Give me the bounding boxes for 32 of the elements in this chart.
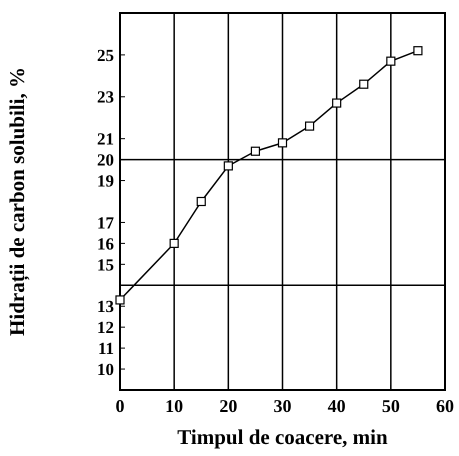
point: [170, 238, 179, 248]
y-tick-label: 25: [97, 46, 114, 65]
y-tick-label: 12: [97, 318, 114, 338]
y-tick-label: 23: [97, 88, 114, 107]
point: [250, 146, 260, 156]
x-tick-label: 10: [165, 396, 184, 416]
x-tick-label: 40: [328, 396, 346, 416]
point: [386, 56, 396, 66]
y-tick-label: 13: [97, 297, 114, 316]
y-axis-title: Hidrații de carbon solubili, %: [5, 67, 30, 336]
y-tick-label: 10: [97, 360, 114, 380]
y-tick-label: 16: [97, 234, 114, 254]
y-tick-label: 19: [97, 172, 114, 191]
point: [115, 295, 125, 305]
x-axis-title: Timpul de coacere, min: [177, 425, 388, 449]
point: [304, 122, 314, 131]
point: [332, 98, 342, 108]
x-tick-label: 60: [436, 396, 454, 416]
point: [278, 138, 288, 148]
x-tick-label: 30: [274, 396, 292, 416]
y-tick-label: 21: [97, 130, 114, 149]
point: [413, 46, 423, 56]
y-tick-label: 15: [97, 255, 114, 274]
y-tick-label: 17: [97, 213, 114, 232]
y-tick-label: 20: [97, 150, 114, 170]
point: [359, 80, 368, 89]
point: [196, 196, 206, 206]
point: [224, 161, 233, 170]
x-tick-label: 20: [219, 396, 238, 416]
x-tick-label: 50: [382, 396, 400, 416]
x-tick-label: 0: [116, 396, 124, 416]
y-tick-label: 11: [98, 339, 114, 358]
